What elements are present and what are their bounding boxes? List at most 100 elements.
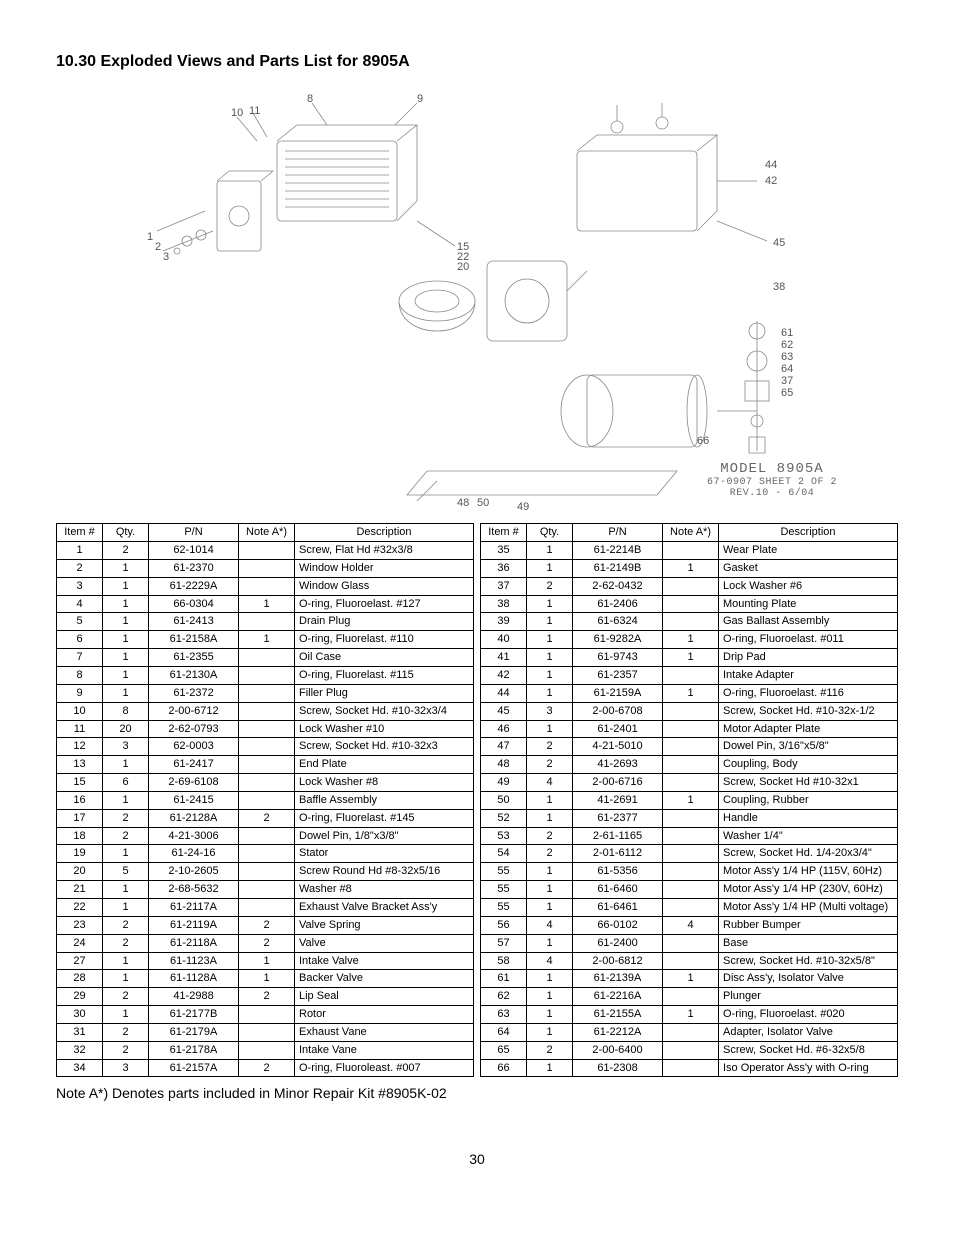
cell: 1 [239,595,295,613]
cell: 2-10-2605 [149,863,239,881]
table-header-row: Item # Qty. P/N Note A*) Description [481,524,898,542]
cell: 2-01-6112 [573,845,663,863]
cell-description: Screw, Socket Hd. 1/4-20x3/4" [719,845,898,863]
cell: 1 [103,845,149,863]
table-row: 22161-2117AExhaust Valve Bracket Ass'y [57,898,474,916]
cell: 2-61-1165 [573,827,663,845]
cell: 1 [527,898,573,916]
cell-description: Coupling, Rubber [719,791,898,809]
cell: 1 [103,952,149,970]
cell: 61-2214B [573,542,663,560]
cell [239,667,295,685]
cell [663,702,719,720]
cell: 1 [527,863,573,881]
cell-description: Screw, Socket Hd. #10-32x5/8" [719,952,898,970]
cell-description: Dowel Pin, 1/8"x3/8" [295,827,474,845]
cell: 61-2128A [149,809,239,827]
cell-description: Screw, Socket Hd #10-32x1 [719,774,898,792]
cell: 1 [527,809,573,827]
cell: 61-2177B [149,1006,239,1024]
cell [663,720,719,738]
cell: 1 [527,542,573,560]
cell: 2 [103,1023,149,1041]
cell-description: Washer #8 [295,881,474,899]
cell: 41 [481,649,527,667]
col-qty: Qty. [527,524,573,542]
cell: 1 [103,631,149,649]
cell: 61-2377 [573,809,663,827]
cell: 44 [481,684,527,702]
model-line1: MODEL 8905A [707,461,837,477]
cell: 2 [527,1041,573,1059]
table-row: 28161-1128A1Backer Valve [57,970,474,988]
cell: 3 [103,738,149,756]
cell [239,791,295,809]
cell: 61-2229A [149,577,239,595]
cell: 1 [527,720,573,738]
cell: 1 [527,1006,573,1024]
cell: 2 [527,577,573,595]
cell: 61-2179A [149,1023,239,1041]
cell: 61-9743 [573,649,663,667]
table-row: 1262-1014Screw, Flat Hd #32x3/8 [57,542,474,560]
table-row: 40161-9282A1O-ring, Fluoroelast. #011 [481,631,898,649]
cell: 1 [663,684,719,702]
cell: 2-00-6400 [573,1041,663,1059]
cell: 63 [481,1006,527,1024]
table-row: 44161-2159A1O-ring, Fluoroelast. #116 [481,684,898,702]
table-row: 39161-6324Gas Ballast Assembly [481,613,898,631]
cell: 5 [103,863,149,881]
table-row: 1562-69-6108Lock Washer #8 [57,774,474,792]
cell: 46 [481,720,527,738]
cell: 1 [527,934,573,952]
cell: 65 [481,1041,527,1059]
cell: 32 [57,1041,103,1059]
cell: 5 [57,613,103,631]
cell: 2 [527,756,573,774]
cell [663,809,719,827]
table-row: 50141-26911Coupling, Rubber [481,791,898,809]
cell [663,863,719,881]
cell: 1 [663,649,719,667]
cell: 16 [57,791,103,809]
cell [663,934,719,952]
cell: 8 [103,702,149,720]
cell: 18 [57,827,103,845]
table-row: 31261-2179AExhaust Vane [57,1023,474,1041]
cell [239,881,295,899]
cell: 61-24-16 [149,845,239,863]
cell: 11 [57,720,103,738]
cell: 2-00-6708 [573,702,663,720]
model-line3: REV.10 - 6/04 [707,488,837,499]
cell [663,827,719,845]
cell-description: O-ring, Fluorelast. #115 [295,667,474,685]
cell: 1 [103,1006,149,1024]
table-row: 34361-2157A2O-ring, Fluoroleast. #007 [57,1059,474,1077]
cell: 13 [57,756,103,774]
cell: 3 [527,702,573,720]
cell: 1 [103,898,149,916]
cell-description: Exhaust Valve Bracket Ass'y [295,898,474,916]
cell [663,881,719,899]
cell: 61-2308 [573,1059,663,1077]
table-row: 52161-2377 Handle [481,809,898,827]
cell: 2 [239,988,295,1006]
cell: 1 [527,970,573,988]
cell [239,720,295,738]
table-row: 30161-2177BRotor [57,1006,474,1024]
cell: 2 [103,916,149,934]
footnote: Note A*) Denotes parts included in Minor… [56,1085,898,1101]
cell: 61-2158A [149,631,239,649]
cell-description: Valve [295,934,474,952]
cell-description: O-ring, Fluoroleast. #007 [295,1059,474,1077]
cell-description: Drip Pad [719,649,898,667]
cell-description: Handle [719,809,898,827]
cell: 61-2212A [573,1023,663,1041]
cell-description: Oil Case [295,649,474,667]
cell: 52 [481,809,527,827]
cell: 1 [103,559,149,577]
cell [239,863,295,881]
cell-description: Screw, Socket Hd. #10-32x-1/2 [719,702,898,720]
cell: 19 [57,845,103,863]
cell: 1 [103,649,149,667]
